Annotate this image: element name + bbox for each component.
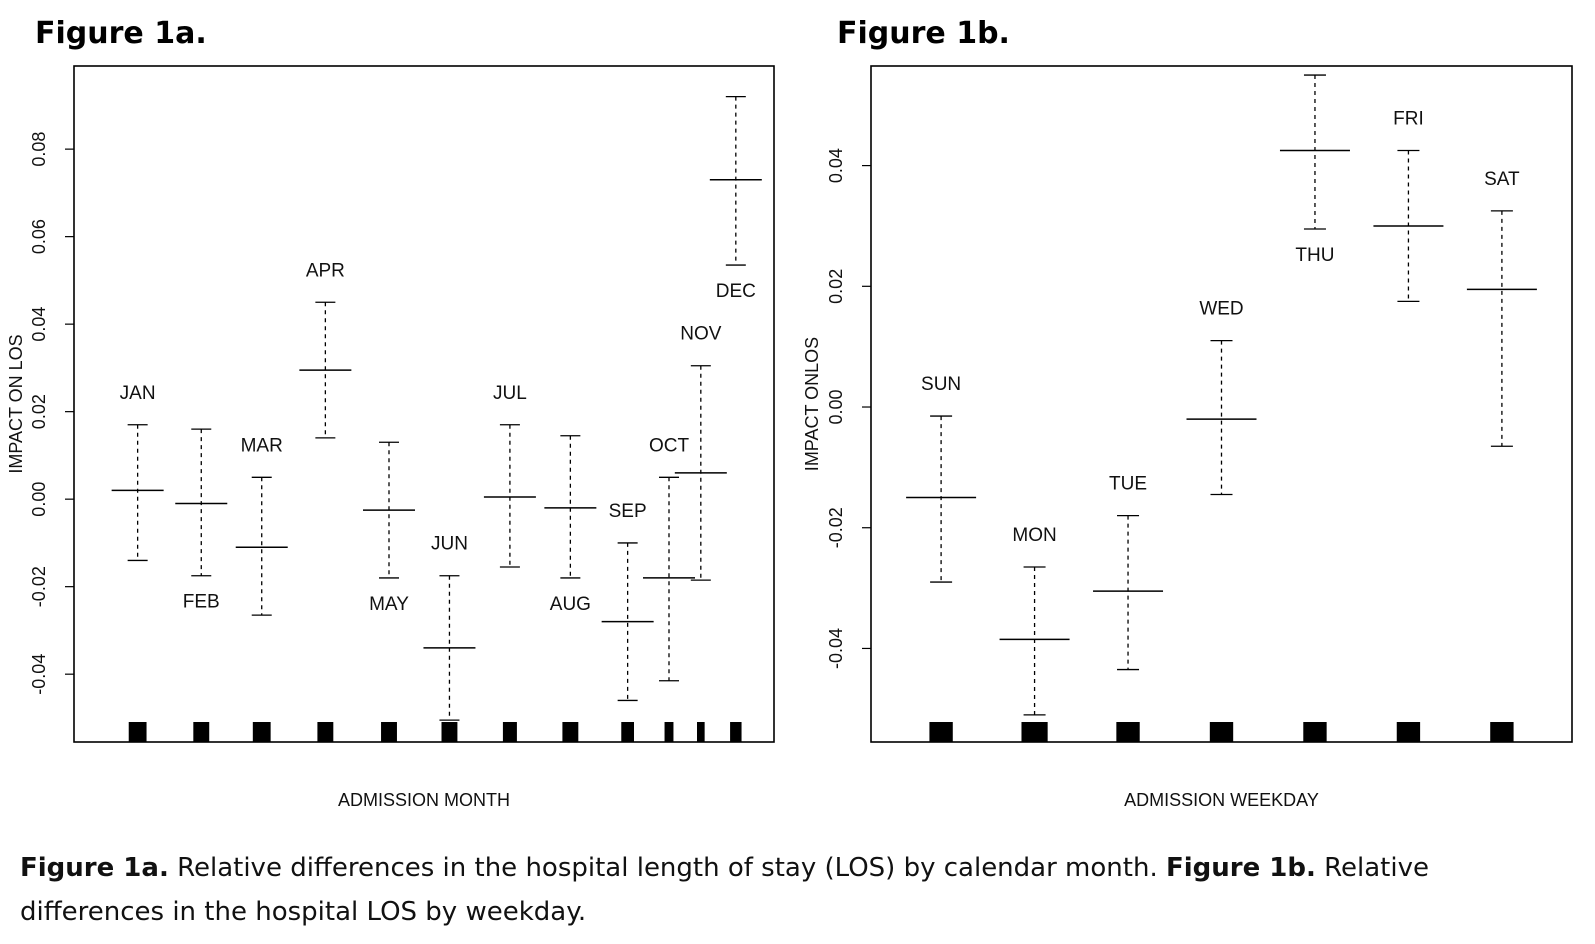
y-tick-label: 0.04 [29,307,49,342]
category-label-feb: FEB [183,592,220,613]
rug-mark-aug [562,722,579,742]
caption-text-1a: Relative differences in the hospital len… [168,853,1166,883]
rug-mark-jan [128,722,147,742]
rug-mark-apr [317,722,334,742]
category-label-aug: AUG [550,594,591,615]
y-tick-label: 0.06 [29,219,49,254]
category-label-mon: MON [1012,525,1056,546]
rug-mark-may [381,722,397,742]
rug-mark-thu [1303,722,1327,742]
y-axis-label: IMPACT ON LOS [6,334,26,473]
rug-mark-sun [929,722,953,742]
rug-mark-wed [1209,722,1234,742]
y-tick-label: -0.02 [826,507,846,548]
y-tick-label: 0.02 [29,394,49,429]
chart-panel-a: -0.04 -0.02 0.00 0.02 0.04 0.06 0.08 IMPACT ON … [6,65,775,810]
category-label-apr: APR [306,260,345,281]
rug-mark-tue [1116,722,1140,742]
rug-mark-jun [441,722,458,742]
category-label-jul: JUL [493,383,527,404]
plot-frame [73,65,775,743]
y-tick-label: 0.00 [29,482,49,517]
category-label-dec: DEC [716,281,756,302]
charts-canvas: -0.04 -0.02 0.00 0.02 0.04 0.06 0.08 IMPACT ON … [6,65,1573,810]
caption-text-1b: Relative differences in the hospital LOS… [20,853,1429,927]
category-label-tue: TUE [1109,474,1147,495]
y-tick-label: 0.04 [826,148,846,183]
category-label-mar: MAR [241,435,283,456]
x-axis-label: ADMISSION WEEKDAY [1124,790,1319,810]
figure-1b-title: Figure 1b. [837,16,1010,51]
figure-1a-title: Figure 1a. [35,16,207,51]
y-tick-label: -0.02 [29,566,49,607]
rug-mark-sep [621,722,634,742]
category-label-oct: OCT [649,435,690,456]
rug-mark-oct [664,722,674,742]
rug-mark-jul [502,722,517,742]
category-label-jun: JUN [431,534,468,555]
y-tick-label: 0.02 [826,269,846,304]
rug-mark-mar [252,722,271,742]
category-label-sat: SAT [1484,169,1520,190]
category-label-sun: SUN [921,374,961,395]
category-label-sep: SEP [609,501,647,522]
caption-label-1a: Figure 1a. [20,853,169,883]
y-axis-label: IMPACT ONLOS [802,337,822,471]
rug-mark-dec [730,722,742,742]
x-axis-label: ADMISSION MONTH [338,790,510,810]
rug-mark-nov [697,722,705,742]
y-tick-label: -0.04 [29,654,49,695]
category-label-thu: THU [1295,245,1334,266]
chart-panel-b: -0.04 -0.02 0.00 0.02 0.04 IMPACT ONLOS ADMISS… [802,65,1573,810]
rug-mark-mon [1021,722,1048,742]
category-label-nov: NOV [680,324,722,345]
y-tick-label: 0.08 [29,132,49,167]
figure-caption: Figure 1a. Relative differences in the h… [20,846,1570,934]
rug-mark-sat [1490,722,1514,742]
y-tick-label: 0.00 [826,389,846,424]
plot-frame [870,65,1573,743]
category-label-jan: JAN [120,383,156,404]
category-label-wed: WED [1199,299,1243,320]
category-label-fri: FRI [1393,109,1424,130]
rug-mark-fri [1396,722,1421,742]
rug-mark-feb [193,722,210,742]
y-tick-label: -0.04 [826,628,846,669]
caption-label-1b: Figure 1b. [1165,853,1316,883]
category-label-may: MAY [369,594,409,615]
